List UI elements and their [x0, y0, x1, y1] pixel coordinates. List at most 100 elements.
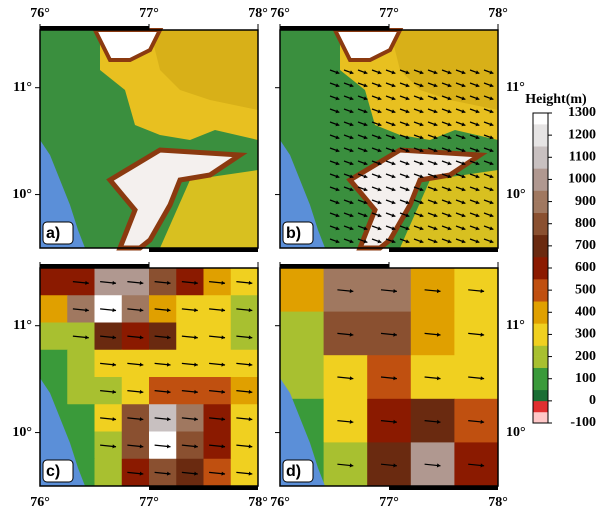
map-panel: a): [40, 26, 258, 252]
wind-arrow-head: [221, 417, 226, 422]
map-panel: d): [279, 264, 499, 490]
wind-arrow-head: [419, 174, 424, 179]
colorbar-step: [533, 212, 548, 225]
wind-arrow-head: [349, 289, 354, 294]
wind-arrow-head: [335, 148, 340, 153]
colorbar-step: [533, 190, 548, 202]
wind-arrow-head: [248, 308, 253, 313]
colorbar-tick-label: 400: [575, 305, 596, 320]
colorbar-tick-label: 200: [575, 349, 596, 364]
colorbar-tick-label: -100: [570, 415, 596, 430]
wind-arrow-head: [447, 226, 452, 231]
wind-arrow-head: [85, 335, 89, 340]
wind-arrow-head: [391, 70, 396, 75]
wind-arrow-head: [475, 200, 480, 205]
wind-arrow-head: [489, 70, 494, 75]
terrain: [40, 30, 258, 248]
wind-arrow-head: [489, 213, 494, 218]
wind-arrow-head: [475, 213, 480, 218]
map-panel: c): [39, 264, 259, 490]
colorbar-step: [533, 301, 548, 313]
wind-arrow-head: [461, 70, 466, 75]
wind-arrow-head: [248, 335, 253, 340]
colorbar-step: [533, 411, 548, 424]
lat-tick-label: 10°: [12, 187, 32, 202]
wind-arrow-head: [436, 289, 441, 294]
wind-arrow-head: [419, 213, 424, 218]
height-cell: [40, 268, 68, 296]
wind-arrow-head: [393, 332, 397, 337]
height-cell: [67, 404, 95, 432]
colorbar-tick-label: 700: [575, 238, 596, 253]
lat-tick-label: 10°: [506, 187, 526, 202]
wind-arrow-head: [475, 148, 480, 153]
colorbar-tick-label: 100: [575, 371, 596, 386]
frame-bar: [40, 26, 149, 30]
label-box: [42, 221, 74, 245]
wind-arrow-head: [349, 239, 354, 244]
wind-arrow-head: [248, 444, 253, 449]
wind-arrow-head: [475, 161, 480, 166]
wind-arrow-head: [447, 96, 452, 101]
label-box: [282, 459, 314, 483]
wind-arrow-head: [349, 376, 354, 381]
lon-tick-label: 78°: [488, 495, 508, 510]
wind-arrow-head: [335, 174, 340, 179]
wind-arrow-head: [419, 83, 424, 88]
wind-arrow-head: [405, 213, 410, 218]
colorbar-step: [533, 323, 548, 335]
wind-arrow-head: [419, 187, 424, 192]
wind-arrow-head: [489, 226, 494, 231]
frame-bar: [389, 486, 498, 490]
wind-arrow-head: [447, 239, 452, 244]
wind-arrow-head: [461, 200, 466, 205]
wind-arrow-head: [433, 70, 438, 75]
colorbar-title: Height(m): [525, 92, 587, 107]
wind-arrow-head: [433, 109, 438, 114]
wind-arrow-head: [335, 187, 340, 192]
wind-arrow-head: [221, 335, 226, 340]
wind-arrow-head: [475, 96, 480, 101]
wind-arrow-head: [139, 362, 144, 367]
wind-arrow-head: [393, 376, 397, 381]
wind-arrow-head: [166, 335, 171, 340]
wind-arrow-head: [349, 463, 354, 468]
wind-arrow-head: [139, 280, 144, 285]
colorbar-step: [533, 279, 548, 291]
colorbar-step: [533, 256, 548, 269]
wind-arrow-head: [433, 161, 438, 166]
colorbar-tick-label: 800: [575, 216, 596, 231]
wind-arrow-head: [391, 135, 396, 140]
wind-arrow-head: [391, 109, 396, 114]
terrain: [280, 30, 498, 248]
colorbar-step: [533, 245, 548, 258]
wind-arrow-head: [391, 239, 396, 244]
wind-arrow-head: [405, 239, 410, 244]
wind-arrow-head: [194, 389, 198, 394]
colorbar-step: [533, 378, 548, 391]
wind-arrow-head: [433, 122, 438, 127]
wind-arrow-head: [377, 239, 382, 244]
lon-tick-label: 76°: [270, 495, 290, 510]
wind-arrow-head: [248, 417, 253, 422]
wind-arrow-head: [112, 335, 117, 340]
wind-arrow-head: [461, 96, 466, 101]
wind-arrow-head: [405, 174, 410, 179]
colorbar-step: [533, 234, 548, 247]
wind-arrow-head: [335, 70, 340, 75]
wind-arrow-head: [363, 200, 368, 205]
wind-arrow-head: [447, 70, 452, 75]
colorbar-step: [533, 345, 548, 357]
wind-arrow-head: [419, 122, 424, 127]
colorbar-tick-label: 1200: [568, 127, 596, 142]
wind-arrow-head: [461, 239, 466, 244]
wind-arrow-head: [166, 280, 171, 285]
wind-arrow-head: [248, 362, 253, 367]
wind-arrow-head: [405, 83, 410, 88]
wind-arrow-head: [447, 135, 452, 140]
wind-arrow-head: [405, 148, 410, 153]
wind-arrow-head: [405, 70, 410, 75]
lon-tick-label: 76°: [30, 6, 50, 21]
wind-arrow-head: [480, 419, 485, 424]
wind-arrow-head: [489, 83, 494, 88]
